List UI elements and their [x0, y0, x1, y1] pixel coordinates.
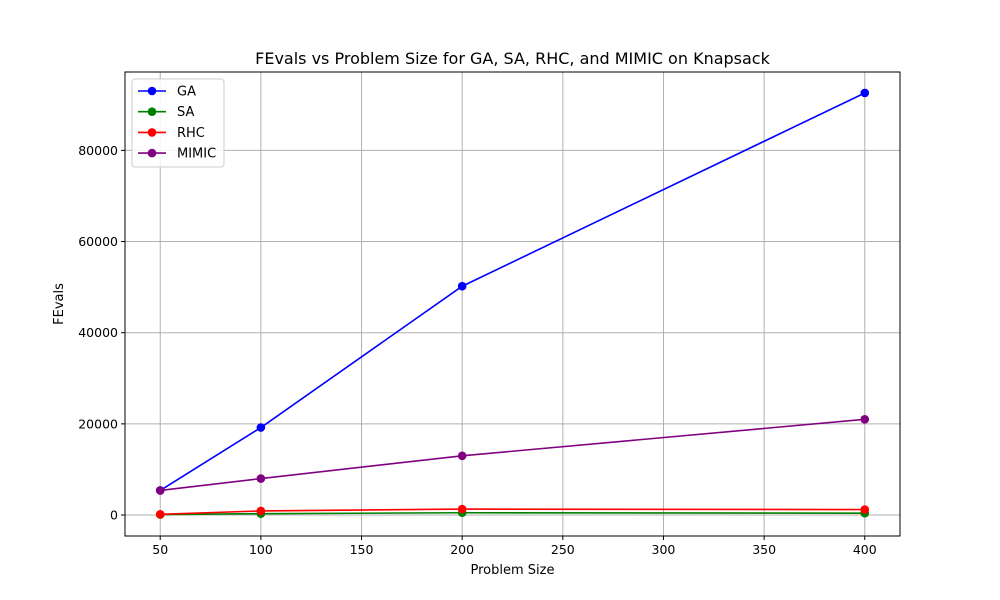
x-tick-label: 200 [450, 542, 474, 557]
legend-label-rhc: RHC [177, 126, 205, 141]
legend-item-sa: SA [138, 105, 194, 120]
y-tick-label: 80000 [78, 143, 118, 158]
y-axis-title: FEvals [52, 283, 67, 325]
data-point-ga [860, 88, 870, 98]
series-line-ga [159, 92, 866, 492]
data-point-mimic [256, 474, 266, 483]
grid [125, 72, 900, 536]
chart-title: FEvals vs Problem Size for GA, SA, RHC, … [255, 49, 770, 68]
x-tick-label: 50 [152, 542, 168, 557]
legend-label-ga: GA [177, 85, 196, 100]
plot-frame [124, 71, 901, 537]
y-tick-label: 60000 [78, 234, 118, 249]
series-mimic [155, 415, 870, 495]
legend-marker-sa [147, 107, 157, 116]
data-point-rhc [155, 510, 165, 519]
data-point-ga [457, 281, 467, 291]
y-tick-label: 0 [110, 508, 118, 523]
data-point-mimic [457, 451, 467, 461]
series-line-sa [160, 511, 865, 516]
series-layer [155, 88, 870, 519]
legend-label-mimic: MIMIC [177, 147, 216, 162]
legend-item-mimic: MIMIC [138, 147, 216, 162]
x-tick-label: 250 [551, 542, 575, 557]
legend-item-ga: GA [138, 85, 196, 100]
data-point-rhc [457, 504, 467, 514]
legend-label-sa: SA [177, 105, 194, 120]
x-tick-label: 400 [853, 542, 877, 557]
legend: GA SA RHC MIMIC [131, 78, 225, 168]
x-tick-label: 150 [350, 542, 374, 557]
x-tick-label: 350 [752, 542, 776, 557]
series-line-rhc [160, 508, 865, 516]
series-line-mimic [160, 418, 865, 492]
data-point-rhc [860, 505, 870, 514]
data-point-mimic [155, 486, 165, 495]
legend-marker-ga [147, 86, 157, 96]
series-ga [155, 88, 870, 495]
data-point-mimic [860, 415, 870, 424]
legend-item-rhc: RHC [138, 126, 205, 141]
data-point-ga [256, 423, 266, 432]
ticks: 50 100 150 200 250 300 350 400 0 20000 40000 60000 8… [78, 143, 877, 557]
data-point-rhc [256, 506, 266, 516]
x-axis-title: Problem Size [471, 563, 555, 578]
y-tick-label: 20000 [78, 416, 118, 431]
legend-box [131, 78, 225, 168]
series-rhc [155, 504, 870, 519]
legend-marker-mimic [147, 148, 157, 158]
y-tick-label: 40000 [78, 325, 118, 340]
x-tick-label: 300 [652, 542, 676, 557]
x-tick-label: 100 [249, 542, 273, 557]
legend-marker-rhc [147, 128, 157, 137]
